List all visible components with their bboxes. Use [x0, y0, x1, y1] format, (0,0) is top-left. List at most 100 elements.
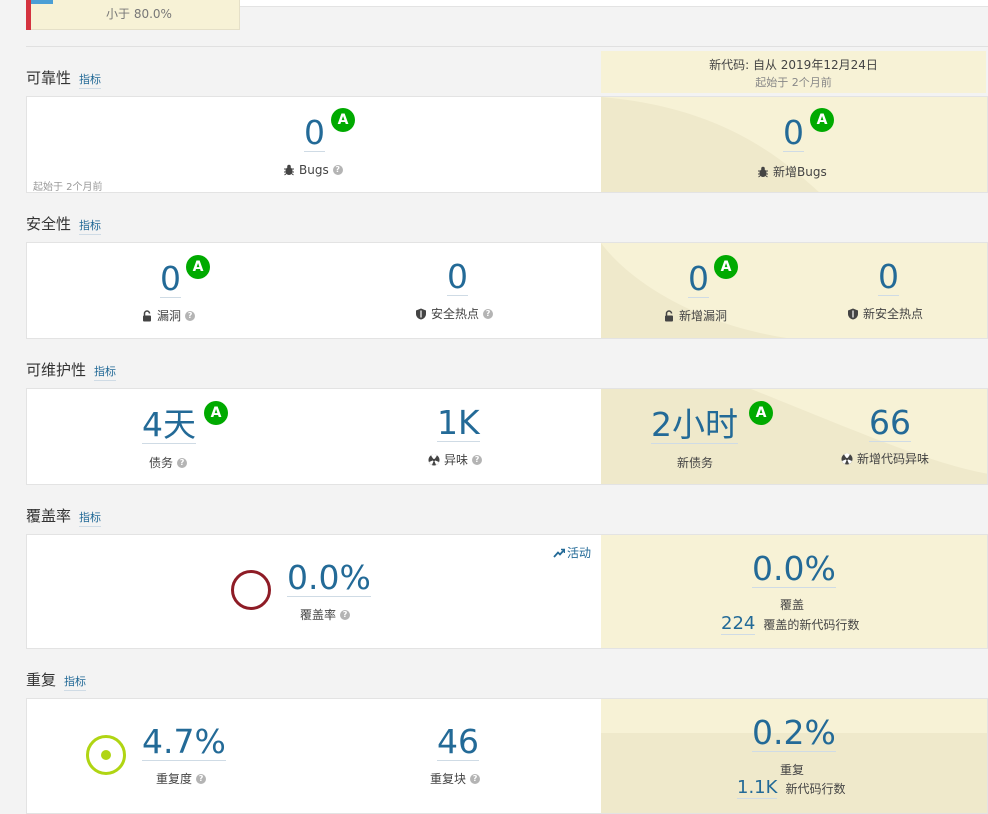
code-smell-icon	[841, 453, 853, 465]
new-bugs-value[interactable]: 0	[783, 113, 804, 152]
help-icon[interactable]: ?	[185, 310, 196, 321]
code-smells-label: 异味	[444, 453, 469, 467]
activity-label: 活动	[567, 546, 592, 560]
metrics-link[interactable]: 指标	[94, 363, 117, 381]
new-vulnerabilities-rating-badge[interactable]: A	[714, 255, 738, 279]
new-debt-value[interactable]: 2小时	[651, 405, 738, 444]
vulnerabilities-label-row: 漏洞 ?	[141, 307, 196, 324]
help-icon[interactable]: ?	[472, 454, 483, 465]
coverage-value[interactable]: 0.0%	[287, 558, 371, 597]
new-hotspots-value[interactable]: 0	[878, 257, 899, 296]
condition-threshold: 小于 80.0%	[106, 7, 172, 21]
new-code-since: 新代码: 自从 2019年12月24日	[709, 58, 878, 72]
new-coverage-label: 覆盖	[780, 598, 805, 612]
new-duplications-value[interactable]: 0.2%	[752, 713, 836, 752]
coverage-header: 覆盖率 指标	[26, 505, 102, 527]
coverage-label-row: 覆盖率 ?	[300, 606, 351, 623]
section-title: 重复	[26, 671, 57, 689]
bugs-value[interactable]: 0	[304, 113, 325, 152]
new-bugs-label-row: 新增Bugs	[757, 163, 827, 180]
coverage-ring-icon[interactable]	[231, 570, 271, 610]
help-icon[interactable]: ?	[177, 457, 188, 468]
new-debt-label: 新债务	[677, 456, 714, 470]
hotspots-label: 安全热点	[431, 307, 480, 321]
new-vulnerabilities-label-row: 新增漏洞	[663, 307, 727, 324]
duplicated-blocks-label-row: 重复块 ?	[430, 770, 481, 787]
new-bugs-rating-badge[interactable]: A	[810, 108, 834, 132]
new-duplications-label-row: 重复	[780, 761, 804, 778]
section-title: 覆盖率	[26, 507, 72, 525]
new-lines-row: 1.1K 新代码行数	[737, 777, 845, 799]
debt-rating-badge[interactable]: A	[204, 401, 228, 425]
code-smells-value[interactable]: 1K	[437, 403, 480, 442]
metrics-link[interactable]: 指标	[79, 71, 102, 89]
new-code-smells-label: 新增代码异味	[857, 452, 930, 466]
code-smells-label-row: 异味 ?	[428, 451, 483, 468]
code-smell-icon	[428, 454, 440, 466]
new-duplications-label: 重复	[780, 763, 805, 777]
duplicated-blocks-label: 重复块	[430, 772, 467, 786]
hotspots-label-row: 安全热点 ?	[415, 305, 494, 322]
vulnerabilities-label: 漏洞	[157, 309, 182, 323]
new-hotspots-label: 新安全热点	[863, 307, 924, 321]
new-code-area	[601, 243, 987, 338]
new-vulnerabilities-value[interactable]: 0	[688, 259, 709, 298]
metrics-link[interactable]: 指标	[64, 673, 87, 691]
shield-icon	[415, 308, 427, 320]
bugs-label-row: Bugs ?	[283, 163, 343, 177]
new-code-area	[601, 699, 987, 813]
activity-link[interactable]: 活动	[553, 544, 591, 561]
debt-value[interactable]: 4天	[142, 405, 196, 444]
duplications-value[interactable]: 4.7%	[142, 722, 226, 761]
duplicated-blocks-value[interactable]: 46	[437, 722, 479, 761]
vulnerabilities-rating-badge[interactable]: A	[186, 255, 210, 279]
help-icon[interactable]: ?	[340, 609, 351, 620]
bug-icon	[283, 164, 295, 176]
metrics-link[interactable]: 指标	[79, 509, 102, 527]
new-lines-to-cover-label: 覆盖的新代码行数	[763, 618, 860, 632]
help-icon[interactable]: ?	[470, 773, 481, 784]
condition-failed-marker	[26, 0, 31, 30]
new-lines-to-cover-value[interactable]: 224	[721, 613, 756, 635]
section-title: 可靠性	[26, 69, 72, 87]
duplication-dot	[101, 750, 111, 760]
new-code-smells-value[interactable]: 66	[869, 403, 911, 442]
lock-icon	[141, 309, 153, 322]
new-lines-row: 224 覆盖的新代码行数	[721, 613, 859, 635]
new-debt-label-row: 新债务	[677, 454, 713, 471]
duplications-label: 重复度	[156, 772, 193, 786]
debt-label-row: 债务 ?	[149, 454, 188, 471]
maintainability-header: 可维护性 指标	[26, 359, 117, 381]
new-code-smells-label-row: 新增代码异味	[841, 450, 929, 467]
section-title: 安全性	[26, 215, 72, 233]
coverage-panel: 活动 0.0% 覆盖率 ? 0.0% 覆盖 224 覆盖的新代码行数	[26, 534, 988, 649]
new-code-area	[601, 535, 987, 648]
new-debt-rating-badge[interactable]: A	[749, 401, 773, 425]
new-code-period-header: 新代码: 自从 2019年12月24日 起始于 2个月前	[601, 51, 986, 93]
duplications-header: 重复 指标	[26, 669, 87, 691]
security-panel: 0 A 漏洞 ? 0 安全热点 ? 0 A 新增漏洞 0 新安全热点	[26, 242, 988, 339]
bug-icon	[757, 166, 769, 178]
metrics-link[interactable]: 指标	[79, 217, 102, 235]
help-icon[interactable]: ?	[483, 308, 494, 319]
new-hotspots-label-row: 新安全热点	[847, 305, 923, 322]
hotspots-value[interactable]: 0	[447, 257, 468, 296]
new-lines-value[interactable]: 1.1K	[737, 777, 778, 799]
help-icon[interactable]: ?	[196, 773, 207, 784]
new-lines-label: 新代码行数	[785, 782, 846, 796]
coverage-label: 覆盖率	[300, 608, 337, 622]
top-strip	[26, 0, 988, 7]
debt-label: 债务	[149, 456, 174, 470]
vulnerabilities-value[interactable]: 0	[160, 259, 181, 298]
maintainability-panel: 4天 A 债务 ? 1K 异味 ? 2小时 A 新债务 66 新增代码异味	[26, 388, 988, 485]
new-coverage-value[interactable]: 0.0%	[752, 549, 836, 588]
help-icon[interactable]: ?	[332, 165, 343, 175]
bugs-rating-badge[interactable]: A	[331, 108, 355, 132]
duplications-label-row: 重复度 ?	[156, 770, 207, 787]
duplication-ring-icon[interactable]	[86, 735, 126, 775]
reliability-panel: 0 A Bugs ? 起始于 2个月前 0 A 新增Bugs	[26, 96, 988, 193]
section-title: 可维护性	[26, 361, 87, 379]
started-note: 起始于 2个月前	[33, 182, 103, 193]
new-bugs-label: 新增Bugs	[773, 165, 827, 179]
shield-icon	[847, 308, 859, 320]
